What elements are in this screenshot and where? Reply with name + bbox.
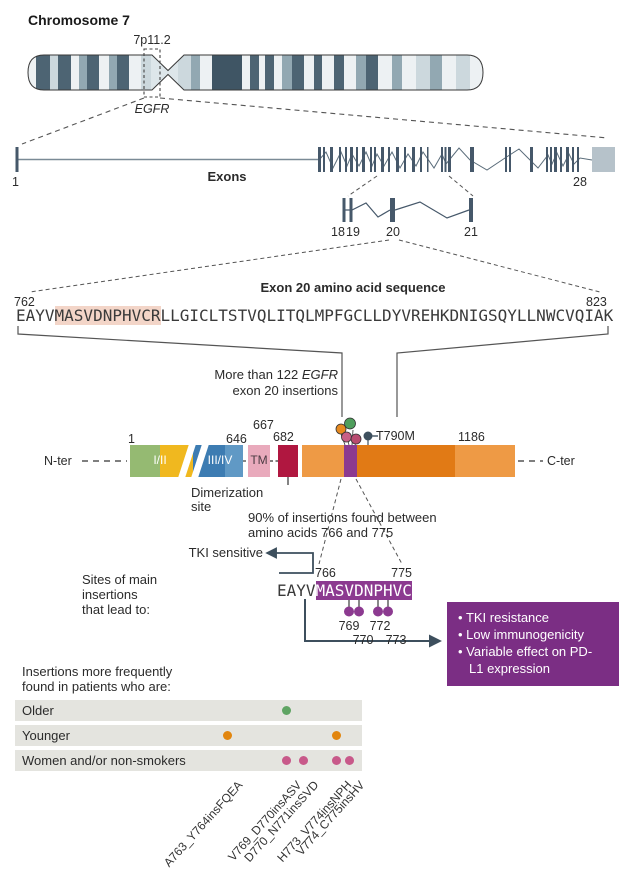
row-older: Older xyxy=(15,700,362,721)
seq-highlight: MASVDNPHVCR xyxy=(54,306,161,325)
exon-28-label: 28 xyxy=(573,175,587,189)
domain-tm-label: TM xyxy=(250,453,268,467)
dot-older-v769insasv xyxy=(281,706,291,715)
domain-III-IV-label: III/IV xyxy=(207,453,233,467)
egfr-gene-italic: EGFR xyxy=(301,367,338,382)
protein-pos-1186: 1186 xyxy=(458,430,485,444)
band-label: 7p11.2 xyxy=(133,33,171,47)
sequence-start-pos: 762 xyxy=(14,295,35,309)
row-older-label: Older xyxy=(22,703,54,718)
dimerization-site-block xyxy=(278,445,298,477)
detail-seq-highlight: MASVDNPHVC xyxy=(315,581,412,600)
exon-21-label: 21 xyxy=(464,225,478,239)
gene-label: EGFR xyxy=(134,102,170,116)
exon-18-label: 18 xyxy=(331,225,345,239)
sites-label-line1: Sites of main xyxy=(82,572,158,587)
sites-label-line3: that lead to: xyxy=(82,602,150,617)
patients-intro-line1: Insertions more frequently xyxy=(22,664,173,679)
detail-pos-766: 766 xyxy=(315,566,336,580)
exon-20-label: 20 xyxy=(386,225,400,239)
lollipop-770-label: 770 xyxy=(352,633,374,647)
effects-arrow xyxy=(304,599,442,648)
dot-younger-h773insnph xyxy=(331,731,341,740)
detail-seq-prefix: EAYV xyxy=(277,581,316,600)
domain-I-II-green xyxy=(130,445,160,477)
t790m-lollipop xyxy=(363,431,378,445)
domain-I-II-label: I/II xyxy=(153,453,167,467)
sites-label-line2: insertions xyxy=(82,587,138,602)
row-younger-label: Younger xyxy=(22,728,70,743)
hotspot-lollipops xyxy=(344,600,393,617)
exon-1-label: 1 xyxy=(12,175,19,189)
lollipop-pink xyxy=(341,431,352,443)
hotspot-note-line2: amino acids 766 and 775 xyxy=(248,525,394,540)
row-younger: Younger xyxy=(15,725,362,746)
lollipop-deep-pink xyxy=(350,433,362,445)
row-women-nonsmokers-label: Women and/or non-smokers xyxy=(22,753,186,768)
figure-title: Chromosome 7 xyxy=(28,12,130,28)
exon-bars xyxy=(15,147,579,172)
n-ter-label: N-ter xyxy=(44,454,72,468)
fan-line-right xyxy=(159,97,609,139)
effects-box: TKI resistance Low immunogenicity Variab… xyxy=(447,602,619,686)
tki-sensitive-arrow xyxy=(265,547,314,574)
row-women-nonsmokers: Women and/or non-smokers xyxy=(15,750,362,771)
insertions-note-line1: More than 122 EGFR xyxy=(214,367,338,382)
detail-pos-775: 775 xyxy=(391,566,412,580)
exon-19-label: 19 xyxy=(346,225,360,239)
kinase-domain-dark-orange xyxy=(357,445,455,477)
effects-item-2: Low immunogenicity xyxy=(458,627,604,644)
lollipop-772-label: 772 xyxy=(369,619,391,633)
lollipop-773-label: 773 xyxy=(385,633,407,647)
dimerization-label-line1: Dimerization xyxy=(191,485,264,500)
t790m-label: T790M xyxy=(376,429,415,443)
exons-axis-label: Exons xyxy=(207,169,247,184)
dot-women-v774inshv xyxy=(344,756,354,765)
protein-pos-1: 1 xyxy=(128,432,135,446)
lollipop-769-label: 769 xyxy=(338,619,360,633)
exon20-sequence: EAYVMASVDNPHVCRLLGICLTSTVQLITQLMPFGCLLDY… xyxy=(16,306,614,325)
lollipop-orange xyxy=(335,423,347,435)
domain-tm-pink xyxy=(248,445,270,477)
fan-line-left xyxy=(21,97,145,145)
break-slash-2 xyxy=(190,441,210,481)
patients-intro-line2: found in patients who are: xyxy=(22,679,171,694)
insertion-detail-sequence: EAYVMASVDNPHVC xyxy=(277,581,412,600)
break-slash-1 xyxy=(177,441,197,481)
utr-box xyxy=(592,147,615,172)
seq-rest: LLGICLTSTVQLITQLMPFGCLLDYVREHKDNIGSQYLLN… xyxy=(160,306,614,325)
hotspot-note-line1: 90% of insertions found between xyxy=(248,510,437,525)
sequence-end-pos: 823 xyxy=(586,295,607,309)
protein-pos-682: 682 xyxy=(273,430,294,444)
sequence-to-protein-bracket xyxy=(17,326,609,417)
protein-pos-646: 646 xyxy=(226,432,247,446)
c-ter-label: C-ter xyxy=(547,454,575,468)
protein-pos-667: 667 xyxy=(253,418,274,432)
band-7p11-dashed-box xyxy=(143,48,161,98)
domain-III-IV-light xyxy=(225,445,243,477)
exon-18-21-zoom xyxy=(29,198,601,293)
dot-women-v769insasv xyxy=(281,756,291,765)
exon20-insert-purple xyxy=(344,445,357,477)
dot-younger-a763insfqea xyxy=(222,731,232,740)
insertions-note-line2: exon 20 insertions xyxy=(232,383,338,398)
dot-women-d770inssvd xyxy=(298,756,308,765)
chromosome-ideogram xyxy=(21,48,609,145)
lollipop-green xyxy=(344,417,356,430)
dimerization-label-line2: site xyxy=(191,499,212,514)
insertion-lollipop-cluster xyxy=(335,417,362,446)
sequence-panel-title: Exon 20 amino acid sequence xyxy=(260,280,446,295)
dot-women-h773insnph xyxy=(331,756,341,765)
tki-sensitive-label: TKI sensitive xyxy=(188,545,263,560)
protein-domain-bar xyxy=(82,417,543,565)
exon-track xyxy=(15,147,615,197)
effects-list: TKI resistance Low immunogenicity Variab… xyxy=(458,610,604,678)
effects-item-3: Variable effect on PD-L1 expression xyxy=(458,644,604,678)
seq-prefix: EAYV xyxy=(16,306,55,325)
effects-item-1: TKI resistance xyxy=(458,610,604,627)
